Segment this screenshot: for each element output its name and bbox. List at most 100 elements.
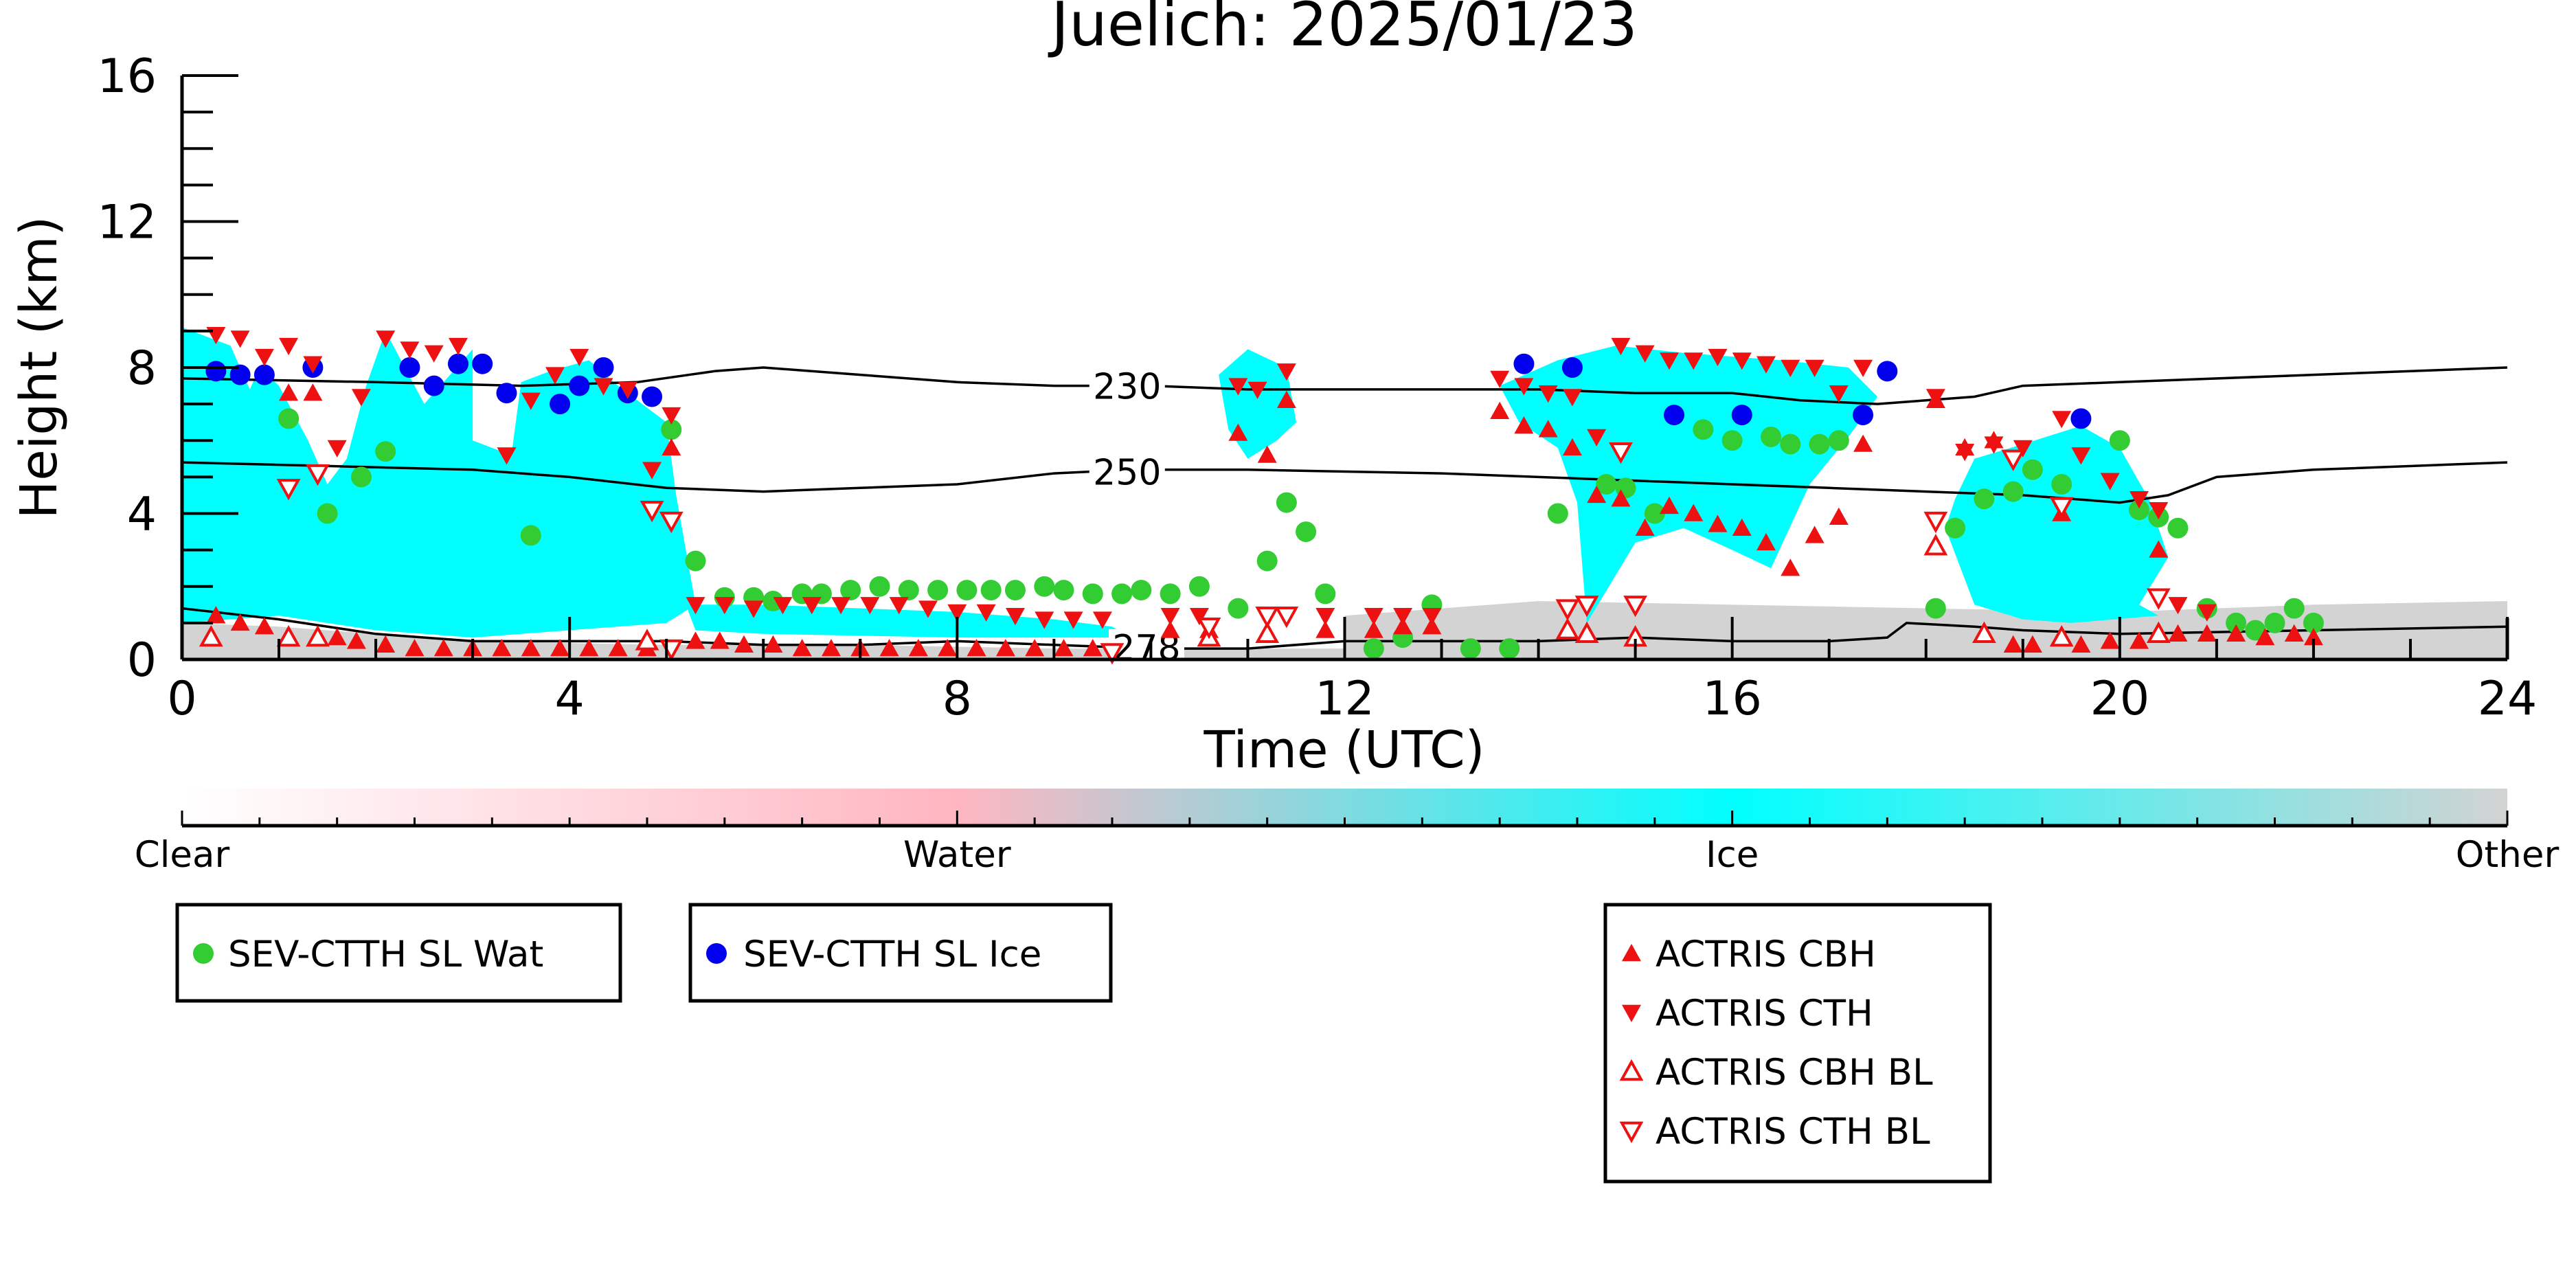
point-0-40 xyxy=(1693,419,1713,440)
point-2-55 xyxy=(1781,558,1800,576)
x-tick-label: 20 xyxy=(2090,672,2150,726)
point-0-3 xyxy=(375,441,396,462)
colorbar-labels: Clear Water Ice Other xyxy=(135,834,2560,876)
point-3-2 xyxy=(255,349,274,366)
point-0-48 xyxy=(1974,488,1994,509)
point-5-7 xyxy=(1258,608,1277,625)
point-0-19 xyxy=(1034,576,1054,597)
point-0-41 xyxy=(1722,430,1743,451)
point-1-15 xyxy=(1562,357,1583,378)
plot-area: 230250278 0 4 8 12 16 20 24 0481216 xyxy=(97,49,2537,726)
colorbar-label-clear: Clear xyxy=(135,834,230,876)
legend-label-actris-cbh-bl: ACTRIS CBH BL xyxy=(1656,1052,1933,1094)
point-3-5 xyxy=(328,440,347,457)
point-2-31 xyxy=(1025,639,1044,656)
x-tick-labels: 0 4 8 12 16 20 24 xyxy=(167,672,2537,726)
legend-label-actris-cth: ACTRIS CTH xyxy=(1656,993,1873,1035)
x-tick-label: 4 xyxy=(555,672,585,726)
point-3-10 xyxy=(449,338,468,355)
point-0-30 xyxy=(1315,583,1335,604)
point-2-43 xyxy=(1490,402,1509,419)
point-2-56 xyxy=(1805,526,1824,543)
point-5-13 xyxy=(1926,513,1945,530)
point-0-34 xyxy=(1460,638,1481,659)
legend-label-actris-cth-bl: ACTRIS CTH BL xyxy=(1656,1111,1930,1153)
point-3-34 xyxy=(1161,608,1180,625)
point-1-20 xyxy=(2070,408,2091,429)
point-3-8 xyxy=(400,341,419,359)
point-0-2 xyxy=(351,466,372,487)
y-tick-label: 8 xyxy=(127,341,157,396)
point-3-58 xyxy=(1853,360,1873,377)
classification-colorbar: Clear Water Ice Other xyxy=(135,789,2560,876)
point-0-23 xyxy=(1131,580,1151,600)
point-0-13 xyxy=(870,576,890,597)
point-0-31 xyxy=(1364,638,1384,659)
point-2-57 xyxy=(1829,508,1849,525)
y-tick-label: 0 xyxy=(127,633,157,688)
region-ice-4 xyxy=(1945,426,2168,623)
point-0-15 xyxy=(927,580,948,600)
point-2-58 xyxy=(1853,435,1873,452)
legend-marker-sev-ice xyxy=(706,943,727,964)
legend-label-actris-cbh: ACTRIS CBH xyxy=(1656,934,1876,975)
y-axis-label: Height (km) xyxy=(10,216,69,519)
legend-label-sev-ice: SEV-CTTH SL Ice xyxy=(743,934,1041,975)
x-tick-label: 24 xyxy=(2478,672,2538,726)
point-0-27 xyxy=(1257,551,1278,572)
point-1-16 xyxy=(1664,405,1684,425)
legend-symbol xyxy=(706,943,727,964)
point-0-46 xyxy=(1925,598,1946,619)
point-1-4 xyxy=(399,357,420,378)
point-0-24 xyxy=(1160,583,1181,604)
point-5-16 xyxy=(2149,590,2168,607)
colorbar-label-water: Water xyxy=(903,834,1011,876)
point-1-9 xyxy=(550,394,570,414)
point-0-43 xyxy=(1780,434,1800,455)
point-1-11 xyxy=(594,357,614,378)
legend-sev-wat: SEV-CTTH SL Wat xyxy=(177,905,620,1001)
point-2-19 xyxy=(686,631,705,648)
point-4-9 xyxy=(1926,536,1945,554)
point-1-8 xyxy=(496,383,517,403)
point-1-13 xyxy=(642,387,662,407)
point-5-8 xyxy=(1277,608,1296,625)
legend-symbol xyxy=(193,943,214,964)
chart-title: Juelich: 2025/01/23 xyxy=(1048,0,1638,60)
legend-marker-sev-wat xyxy=(193,943,214,964)
point-0-29 xyxy=(1296,521,1316,542)
x-tick-label: 16 xyxy=(1702,672,1762,726)
point-0-47 xyxy=(1945,518,1965,539)
point-0-28 xyxy=(1276,493,1297,513)
x-tick-label: 8 xyxy=(942,672,972,726)
point-2-32 xyxy=(1054,639,1074,656)
point-0-4 xyxy=(521,525,541,545)
x-tick-label: 12 xyxy=(1315,672,1375,726)
point-0-55 xyxy=(2167,518,2188,539)
legend-sev-ice: SEV-CTTH SL Ice xyxy=(690,905,1111,1001)
x-axis-label: Time (UTC) xyxy=(1203,721,1484,780)
point-0-35 xyxy=(1499,638,1519,659)
point-3-9 xyxy=(425,346,444,363)
contour-label-230: 230 xyxy=(1093,367,1161,408)
point-0-36 xyxy=(1548,504,1568,524)
point-0-1 xyxy=(317,504,338,524)
legend-label-sev-wat: SEV-CTTH SL Wat xyxy=(228,934,543,975)
point-0-22 xyxy=(1111,583,1132,604)
point-1-5 xyxy=(424,376,444,396)
point-0-42 xyxy=(1761,427,1781,447)
y-tick-labels: 0481216 xyxy=(97,49,157,688)
point-1-18 xyxy=(1853,405,1873,425)
point-0-60 xyxy=(2284,598,2305,619)
point-0-49 xyxy=(2003,482,2024,502)
point-0-51 xyxy=(2051,474,2072,495)
point-0-21 xyxy=(1083,583,1103,604)
point-3-63 xyxy=(2052,411,2071,428)
point-0-26 xyxy=(1228,598,1248,619)
x-tick-label: 0 xyxy=(167,672,196,726)
y-tick-label: 16 xyxy=(97,49,157,104)
point-2-4 xyxy=(303,383,322,400)
point-1-0 xyxy=(205,361,226,381)
point-0-52 xyxy=(2110,430,2130,451)
